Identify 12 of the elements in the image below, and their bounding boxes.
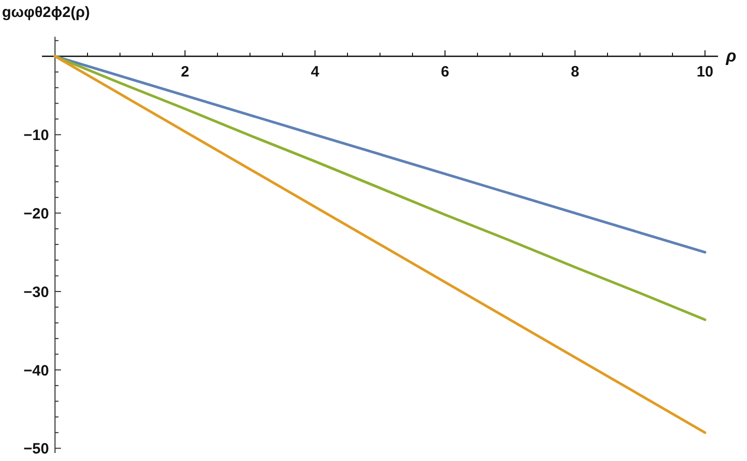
- x-tick-label: 10: [696, 63, 714, 80]
- x-tick-label: 4: [310, 63, 320, 80]
- x-tick-label: 2: [180, 63, 190, 80]
- y-tick-label: −10: [24, 127, 49, 144]
- y-tick-label: −40: [24, 362, 49, 380]
- x-axis-title: ρ: [725, 46, 736, 66]
- x-tick-label: 6: [440, 63, 450, 80]
- y-axis-title: gωφθ2ϕ2(ρ): [2, 4, 90, 21]
- x-tick-label: 8: [570, 63, 580, 80]
- y-tick-label: −20: [24, 206, 49, 222]
- y-tick-label: −50: [24, 440, 49, 458]
- y-tick-label: −30: [24, 284, 49, 301]
